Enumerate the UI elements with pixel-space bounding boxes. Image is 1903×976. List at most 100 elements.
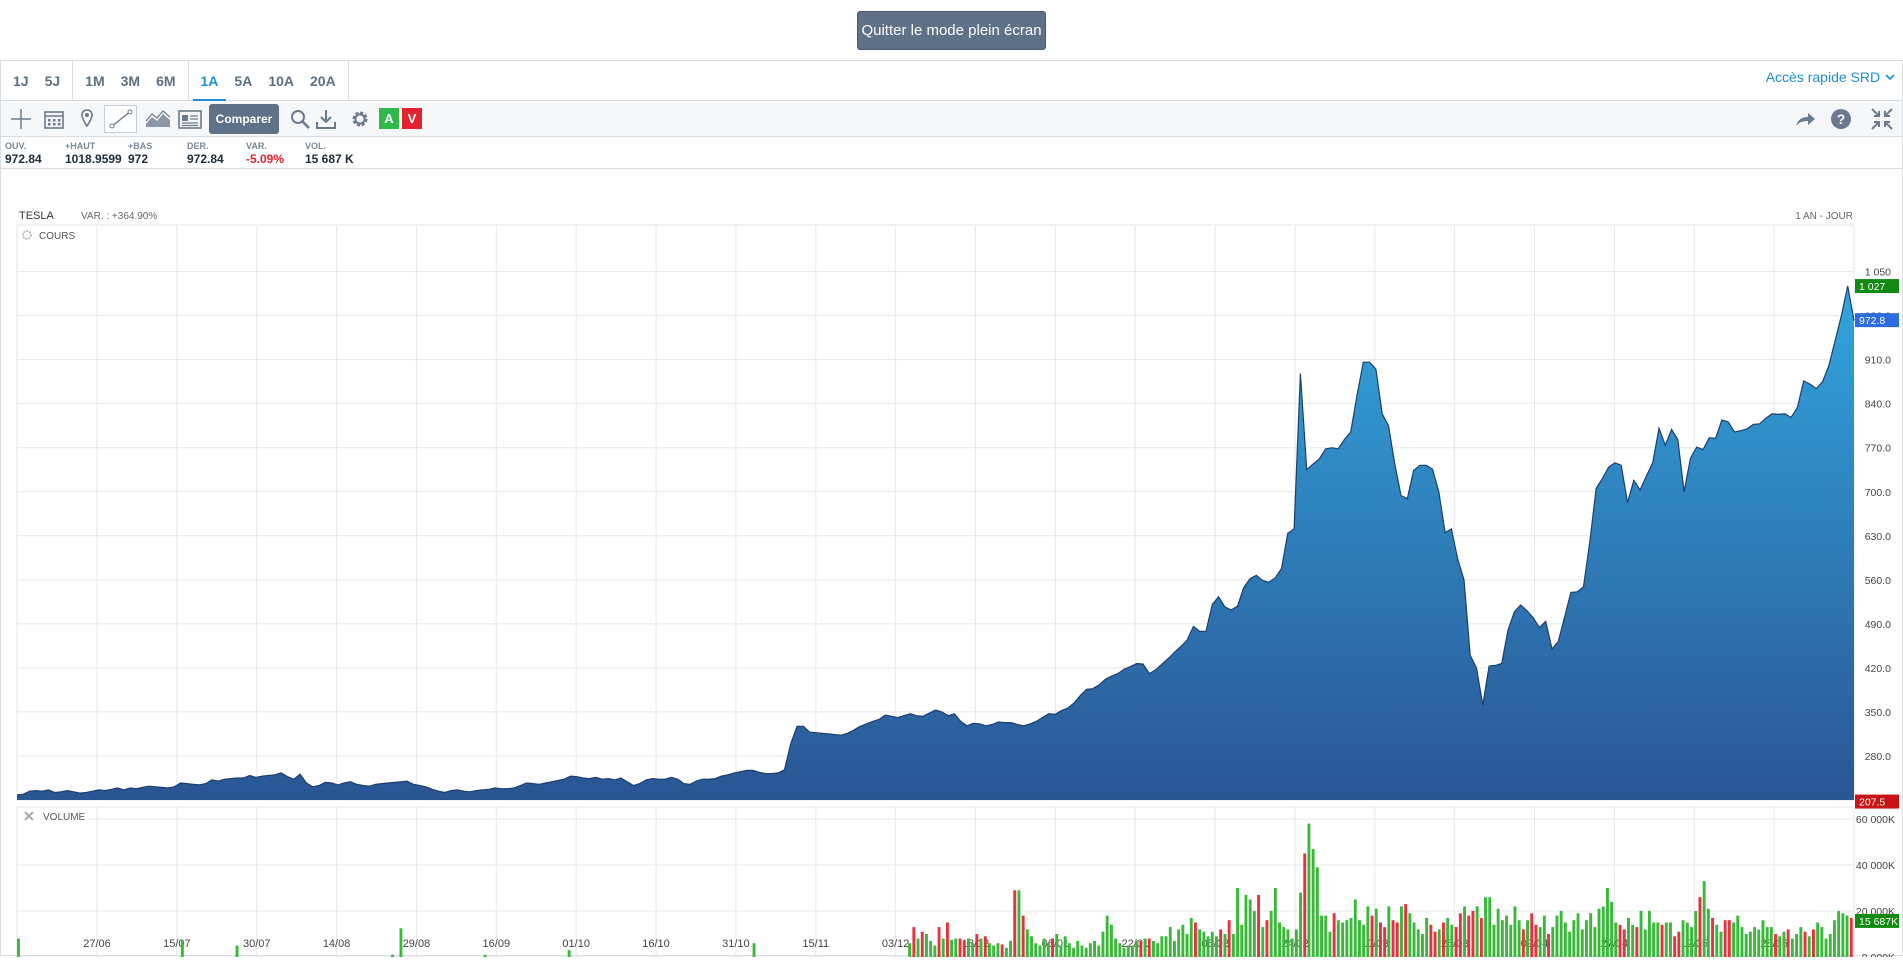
volume-bar	[1248, 899, 1252, 957]
volume-bar	[1269, 911, 1273, 957]
buy-button[interactable]: A	[379, 108, 399, 129]
period-button-1a[interactable]: 1A	[192, 61, 227, 101]
volume-bar	[1202, 931, 1206, 957]
volume-bar	[1513, 906, 1517, 957]
volume-bar	[1484, 897, 1487, 957]
exit-fullscreen-icon[interactable]	[1868, 105, 1896, 133]
volume-bar	[1656, 922, 1660, 957]
download-icon[interactable]	[312, 105, 340, 133]
volume-bar	[1652, 922, 1656, 957]
quote-open-label: OUV.	[5, 141, 27, 151]
period-button-1m[interactable]: 1M	[85, 72, 105, 89]
exit-fullscreen-button[interactable]: Quitter le mode plein écran	[857, 11, 1046, 50]
volume-bar	[1227, 920, 1231, 957]
price-tick-label: 560.0	[1865, 575, 1891, 587]
volume-bar	[1614, 922, 1618, 957]
volume-bar	[1442, 922, 1445, 957]
search-icon[interactable]	[286, 105, 314, 133]
volume-bar	[937, 927, 941, 957]
svg-text:?: ?	[1837, 111, 1846, 127]
quote-low-label: +BAS	[128, 141, 153, 151]
map-pin-icon[interactable]	[73, 105, 101, 133]
quote-volume-value: 15 687 K	[305, 152, 354, 166]
volume-bar	[1824, 938, 1828, 957]
volume-bar	[1198, 929, 1202, 957]
volume-bar	[933, 945, 937, 957]
trend-line-icon[interactable]	[104, 105, 137, 133]
price-line	[16, 285, 1855, 796]
volume-bar	[1362, 924, 1366, 957]
compare-button[interactable]: Comparer	[209, 104, 279, 134]
period-button-20a[interactable]: 20A	[310, 72, 336, 89]
price-tick-label: 350.0	[1865, 707, 1891, 719]
quote-high: +HAUT 1018.9599	[65, 141, 122, 166]
volume-bar	[1534, 924, 1538, 957]
volume-bar	[1084, 947, 1088, 957]
volume-bar	[1257, 894, 1260, 957]
volume-bar	[1181, 924, 1185, 957]
volume-bar	[1210, 931, 1214, 957]
price-volume-chart[interactable]: TESLA VAR. : +364.90% 1 AN - JOUR 27/06 15/0…	[1, 171, 1902, 964]
volume-bar	[946, 922, 949, 957]
volume-bar	[1021, 915, 1025, 957]
volume-tick-label: 40 000K	[1856, 860, 1895, 872]
volume-bar	[1000, 944, 1004, 957]
volume-bar	[1126, 945, 1130, 957]
volume-bar	[1715, 924, 1719, 957]
volume-bar	[1349, 917, 1353, 957]
volume-bar	[1778, 936, 1782, 957]
period-button-5a[interactable]: 5A	[234, 72, 253, 89]
volume-bar	[1097, 945, 1101, 957]
news-icon[interactable]	[176, 105, 204, 133]
quote-var: VAR. -5.09%	[246, 141, 284, 166]
volume-bar	[1046, 943, 1050, 957]
price-tick-label: 910.0	[1865, 355, 1891, 367]
volume-bar	[1358, 920, 1361, 957]
volume-bar	[1664, 922, 1668, 957]
volume-bar	[1505, 915, 1508, 957]
volume-bar	[1526, 920, 1529, 957]
period-button-1j[interactable]: 1J	[13, 72, 29, 89]
quote-high-value: 1018.9599	[65, 152, 122, 166]
chart-area[interactable]: TESLA VAR. : +364.90% 1 AN - JOUR 27/06 15/0…	[1, 171, 1902, 964]
crosshair-icon[interactable]	[7, 105, 35, 133]
quote-volume-label: VOL.	[305, 141, 327, 151]
help-icon[interactable]: ?	[1827, 105, 1855, 133]
volume-bar	[920, 931, 924, 957]
sell-button[interactable]: V	[402, 108, 422, 129]
quote-open: OUV. 972.84	[5, 141, 42, 166]
volume-panel-label: VOLUME	[43, 812, 86, 823]
period-button-5j[interactable]: 5J	[44, 72, 61, 89]
volume-bar	[1353, 899, 1357, 957]
quote-var-value: -5.09%	[246, 152, 285, 166]
volume-bar	[1290, 938, 1294, 957]
calendar-icon[interactable]	[40, 105, 68, 133]
gear-icon[interactable]	[346, 105, 374, 133]
volume-bar	[1101, 931, 1105, 957]
price-tick-label: 840.0	[1865, 399, 1891, 411]
x-tick-label: 14/08	[323, 938, 351, 950]
volume-bar	[1324, 915, 1328, 957]
volume-bar	[1580, 929, 1584, 957]
quick-access-dropdown[interactable]: Accès rapide SRD	[1766, 61, 1896, 93]
period-button-10a[interactable]: 10A	[268, 72, 295, 89]
volume-bar	[1421, 934, 1424, 957]
volume-bar	[1278, 922, 1281, 957]
volume-bar	[1076, 940, 1080, 957]
x-tick-label: 16/09	[483, 938, 511, 950]
volume-bar	[992, 945, 996, 957]
period-button-3m[interactable]: 3M	[120, 72, 141, 89]
volume-bar	[1467, 915, 1471, 957]
share-icon[interactable]	[1791, 105, 1819, 133]
volume-bar	[1160, 936, 1164, 957]
volume-bar	[1118, 943, 1122, 957]
chart-type-icon[interactable]	[144, 105, 172, 133]
volume-bar	[1294, 929, 1298, 957]
volume-bar	[1261, 927, 1265, 957]
volume-bar	[1131, 945, 1134, 957]
period-button-6m[interactable]: 6M	[156, 72, 176, 89]
volume-bar	[391, 954, 394, 957]
quote-last-value: 972.84	[187, 152, 224, 166]
volume-bar	[912, 927, 916, 957]
quote-high-label: +HAUT	[65, 141, 96, 151]
